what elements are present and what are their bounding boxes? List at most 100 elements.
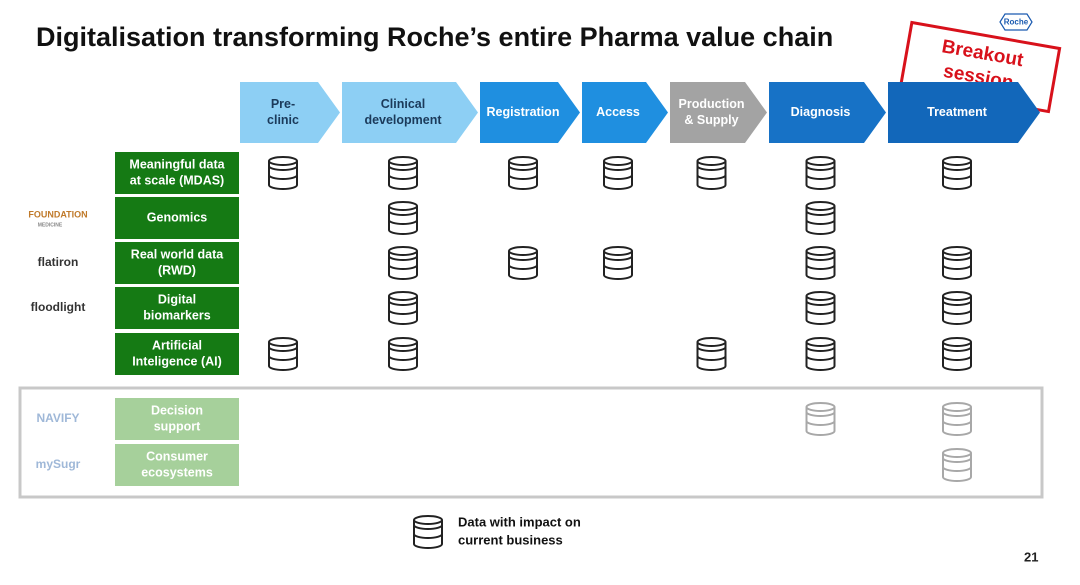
database-body <box>942 251 972 280</box>
row-label-box <box>115 444 239 486</box>
database-band <box>696 346 727 352</box>
database-top <box>805 291 836 301</box>
database-body <box>942 342 972 371</box>
database-band <box>268 346 298 352</box>
database-icon <box>942 291 972 325</box>
database-icon <box>388 291 418 325</box>
partner-logo: mySugr <box>36 457 81 471</box>
stage-chevron <box>342 82 478 143</box>
database-top <box>805 156 836 166</box>
row-label: biomarkers <box>143 308 210 322</box>
database-band <box>696 355 727 361</box>
database-band <box>508 264 538 270</box>
stage-label: Clinical <box>381 97 425 111</box>
database-top <box>942 402 972 412</box>
row-label-box <box>115 398 239 440</box>
database-band <box>696 165 727 171</box>
partner-logo: FOUNDATION <box>28 209 87 219</box>
database-body <box>805 342 836 371</box>
database-band <box>388 165 418 171</box>
database-body <box>603 251 633 280</box>
database-top <box>805 201 836 211</box>
database-top <box>696 156 727 166</box>
database-band <box>942 309 972 315</box>
database-top <box>508 156 538 166</box>
database-icon <box>805 337 836 371</box>
database-top <box>388 156 418 166</box>
database-icon <box>388 246 418 280</box>
legend-icon <box>413 515 443 549</box>
database-band <box>805 300 836 306</box>
database-top <box>942 337 972 347</box>
database-top <box>268 156 298 166</box>
row-label: ecosystems <box>141 465 213 479</box>
database-band <box>805 309 836 315</box>
row-label: Meaningful data <box>129 157 225 171</box>
database-band <box>805 219 836 225</box>
database-body <box>805 251 836 280</box>
database-top <box>942 246 972 256</box>
row-label: Digital <box>158 292 196 306</box>
legend-text: current business <box>458 532 563 547</box>
database-body <box>942 453 972 482</box>
database-icon <box>805 402 836 436</box>
database-top <box>603 246 633 256</box>
database-top <box>388 291 418 301</box>
database-band <box>805 210 836 216</box>
database-icon <box>508 246 538 280</box>
brand-logo: Roche <box>999 13 1033 31</box>
database-band <box>603 174 633 180</box>
database-band <box>942 411 972 417</box>
database-band <box>942 300 972 306</box>
database-top <box>696 337 727 347</box>
database-band <box>603 255 633 261</box>
database-body <box>805 161 836 190</box>
row-label: Consumer <box>146 449 208 463</box>
stage-chevron <box>480 82 580 143</box>
stage-label: & Supply <box>684 113 738 127</box>
database-top <box>942 448 972 458</box>
database-body <box>388 251 418 280</box>
page-number: 21 <box>1024 549 1038 564</box>
database-top <box>603 156 633 166</box>
stage-chevron <box>888 82 1040 143</box>
database-icon <box>805 246 836 280</box>
database-top <box>942 156 972 166</box>
database-band <box>268 355 298 361</box>
database-band <box>603 165 633 171</box>
database-band <box>942 346 972 352</box>
database-body <box>388 161 418 190</box>
stage-chevron <box>769 82 886 143</box>
stage-label: Pre- <box>271 97 295 111</box>
database-icon <box>388 156 418 190</box>
database-top <box>268 337 298 347</box>
database-band <box>805 420 836 426</box>
row-label-box <box>115 333 239 375</box>
row-label: Real world data <box>131 247 224 261</box>
stage-chevron <box>670 82 767 143</box>
database-band <box>805 174 836 180</box>
database-band <box>388 264 418 270</box>
database-icon <box>388 337 418 371</box>
database-band <box>942 420 972 426</box>
stage-chevron <box>582 82 668 143</box>
brand-hexagon <box>999 13 1033 31</box>
database-band <box>508 174 538 180</box>
database-icon <box>696 156 727 190</box>
database-body <box>805 206 836 235</box>
row-label: Inteligence (AI) <box>132 354 222 368</box>
database-band <box>805 355 836 361</box>
database-icon <box>388 201 418 235</box>
database-body <box>268 342 298 371</box>
row-label: at scale (MDAS) <box>130 173 224 187</box>
database-band <box>413 533 443 539</box>
database-band <box>805 165 836 171</box>
database-top <box>805 402 836 412</box>
database-band <box>388 300 418 306</box>
database-band <box>805 346 836 352</box>
database-icon <box>603 246 633 280</box>
database-band <box>942 255 972 261</box>
database-band <box>696 174 727 180</box>
